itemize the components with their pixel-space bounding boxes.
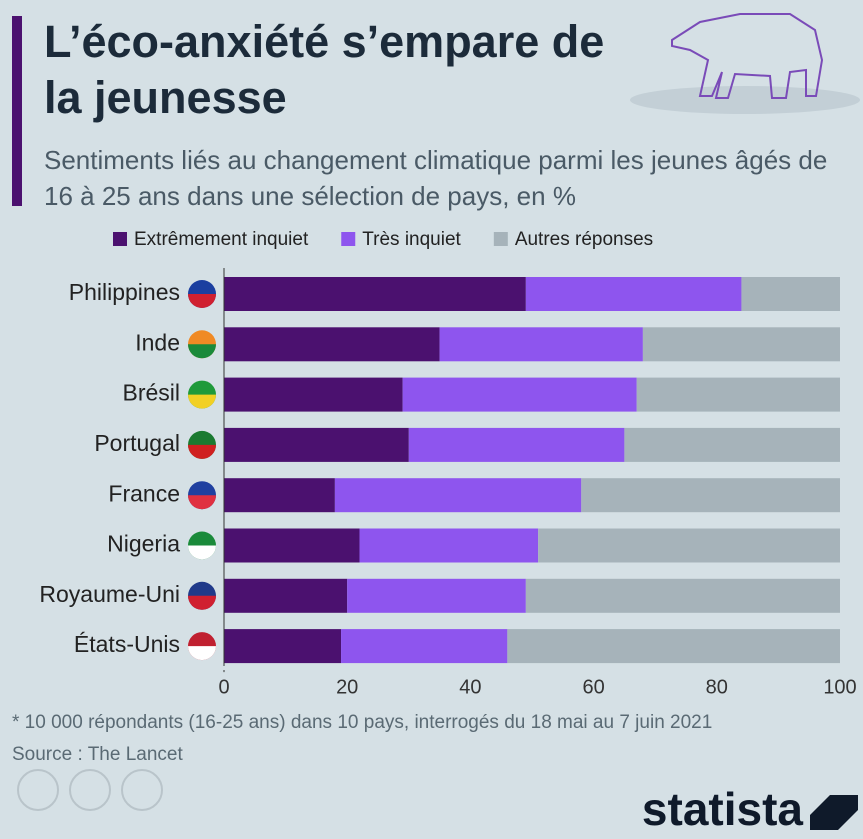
y-tick-label: France	[108, 480, 180, 506]
bar-segment	[409, 428, 625, 462]
legend-swatch	[341, 232, 355, 246]
legend-label: Autres réponses	[515, 229, 653, 250]
y-tick-label: Nigeria	[107, 531, 180, 557]
bar-segment	[224, 428, 409, 462]
legend-swatch	[113, 232, 127, 246]
source: Source : The Lancet	[12, 744, 183, 765]
bar-segment	[624, 428, 840, 462]
flag	[188, 596, 216, 610]
bar-segment	[581, 478, 840, 512]
flag	[188, 495, 216, 509]
bar-segment	[507, 629, 840, 663]
bar-segment	[341, 629, 507, 663]
y-tick-label: Inde	[135, 329, 180, 355]
bar-segment	[360, 529, 539, 563]
y-tick-label: États-Unis	[74, 631, 180, 657]
legend-label: Extrêmement inquiet	[134, 229, 309, 250]
y-tick-label: Portugal	[94, 430, 180, 456]
footnote: * 10 000 répondants (16-25 ans) dans 10 …	[12, 712, 712, 733]
flag	[188, 395, 216, 409]
x-tick-label: 60	[582, 676, 604, 698]
bar-segment	[347, 579, 526, 613]
bar-segment	[224, 277, 526, 311]
bar-segment	[224, 478, 335, 512]
flag	[188, 445, 216, 459]
flag	[188, 294, 216, 308]
bar-segment	[224, 529, 360, 563]
bar-segment	[440, 327, 643, 361]
bar-segment	[538, 529, 840, 563]
brand-logo: statista	[642, 783, 803, 835]
x-tick-label: 80	[706, 676, 728, 698]
footer-icons	[18, 770, 162, 810]
brand-mark	[810, 795, 858, 830]
bar-segment	[643, 327, 840, 361]
x-tick-label: 100	[823, 676, 856, 698]
polar-bear-icon	[630, 14, 860, 114]
bar-segment	[741, 277, 840, 311]
x-tick-label: 20	[336, 676, 358, 698]
y-tick-label: Philippines	[69, 279, 180, 305]
y-tick-label: Brésil	[122, 380, 180, 406]
flag	[188, 646, 216, 660]
bar-segment	[224, 629, 341, 663]
page: L’éco-anxiété s’empare de la jeunesse Se…	[0, 0, 863, 839]
bar-segment	[224, 579, 347, 613]
y-tick-label: Royaume-Uni	[39, 581, 180, 607]
bar-segment	[526, 277, 742, 311]
bar-segment	[403, 378, 637, 412]
legend-swatch	[494, 232, 508, 246]
chart: Extrêmement inquiet Très inquiet Autres ré…	[0, 0, 863, 839]
bar-segment	[637, 378, 840, 412]
x-tick-label: 0	[218, 676, 229, 698]
x-tick-label: 40	[459, 676, 481, 698]
bar-segment	[526, 579, 840, 613]
bar-segment	[224, 378, 403, 412]
bar-segment	[335, 478, 581, 512]
flag	[188, 344, 216, 358]
bar-segment	[224, 327, 440, 361]
legend-label: Très inquiet	[362, 229, 461, 250]
flag	[188, 546, 216, 560]
